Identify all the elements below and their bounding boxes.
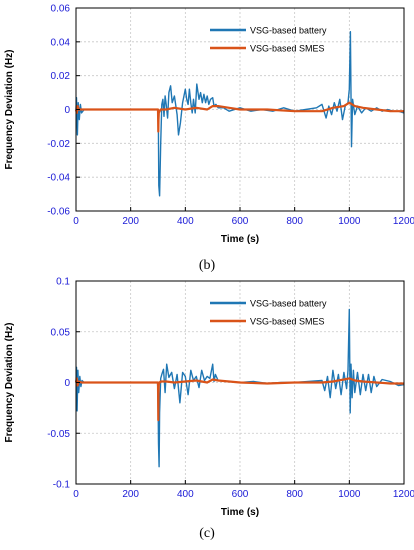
caption-c: (c) (199, 526, 215, 541)
y-tick-label: -0.1 (53, 480, 71, 491)
caption-b: (b) (198, 258, 216, 273)
y-tick-label: -0.02 (47, 139, 70, 150)
x-tick-label: 1000 (338, 489, 361, 500)
legend-label-smes: VSG-based SMES (250, 44, 325, 54)
y-tick-label: 0 (64, 105, 70, 116)
legend-label-battery: VSG-based battery (250, 299, 327, 309)
x-tick-label: 0 (73, 489, 79, 500)
series-line-smes (74, 101, 404, 133)
x-tick-label: 400 (177, 489, 194, 500)
y-tick-label: 0.1 (56, 277, 70, 288)
x-tick-label: 1200 (393, 489, 414, 500)
series-line-battery (75, 308, 405, 468)
y-tick-label: -0.04 (47, 173, 70, 184)
x-axis-title: Time (s) (221, 234, 259, 245)
x-tick-label: 600 (232, 489, 249, 500)
x-tick-label: 1200 (393, 216, 414, 227)
x-tick-label: 0 (73, 216, 79, 227)
y-tick-label: 0.02 (51, 71, 71, 82)
y-tick-label: 0.06 (51, 4, 71, 15)
legend-label-smes: VSG-based SMES (250, 317, 325, 327)
x-axis-title: Time (s) (221, 507, 259, 518)
x-tick-label: 400 (177, 216, 194, 227)
chart-b: 0 200 400 600 800 1000 1200 -0.06 -0.04 -0.02 0 0.0… (4, 4, 414, 246)
y-axis-title: Frequency Deviation (Hz) (4, 322, 15, 442)
chart-c: 0 200 400 600 800 1000 1200 -0.1 -0.05 0 0.05 0.1 Ti… (4, 277, 414, 519)
x-tick-label: 200 (122, 489, 139, 500)
series-line-battery (75, 31, 405, 197)
x-tick-label: 800 (286, 489, 303, 500)
x-tick-label: 800 (286, 216, 303, 227)
y-tick-label: 0.04 (51, 37, 71, 48)
series-line-smes (74, 377, 404, 422)
y-tick-label: -0.06 (47, 207, 70, 218)
y-tick-label: 0 (64, 378, 70, 389)
x-tick-label: 200 (122, 216, 139, 227)
x-tick-label: 600 (232, 216, 249, 227)
y-tick-label: -0.05 (47, 429, 70, 440)
y-tick-label: 0.05 (51, 327, 71, 338)
y-axis-title: Frequency Deviation (Hz) (4, 49, 15, 169)
legend-label-battery: VSG-based battery (250, 26, 327, 36)
x-tick-label: 1000 (338, 216, 361, 227)
